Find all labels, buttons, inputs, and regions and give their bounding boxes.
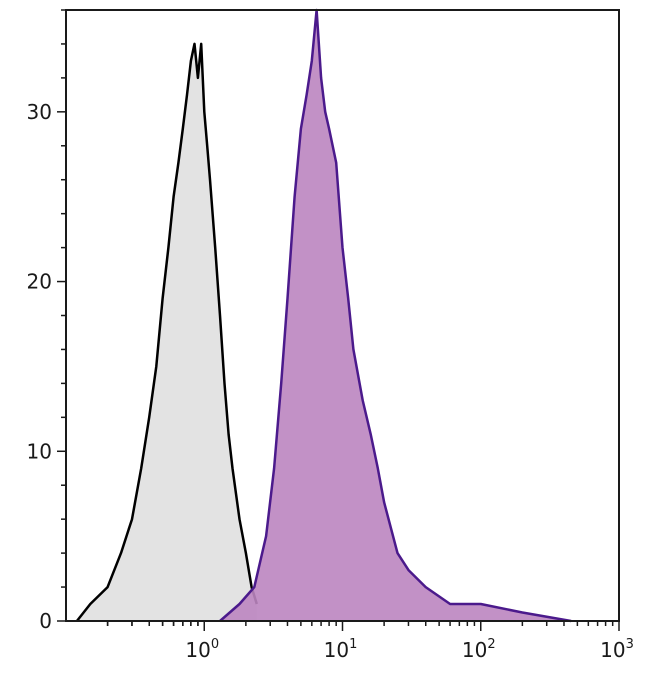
series-control-line: [75, 42, 258, 622]
y-tick-label: 0: [39, 609, 52, 633]
x-tick-label: 100: [185, 637, 219, 662]
series-stained-area: [220, 10, 572, 621]
y-tick-label: 30: [27, 100, 52, 124]
y-tick-label: 10: [27, 439, 52, 463]
tick-layer: 0 10 20 30 100 101 102 103: [27, 9, 634, 662]
x-tick-label: 102: [462, 637, 496, 662]
series-control-area: [76, 43, 257, 621]
series-stained-line: [219, 8, 572, 623]
x-tick-label: 103: [600, 637, 634, 662]
series-layer: [75, 8, 572, 623]
x-tick-label: 101: [324, 637, 358, 662]
y-tick-label: 20: [27, 270, 52, 294]
